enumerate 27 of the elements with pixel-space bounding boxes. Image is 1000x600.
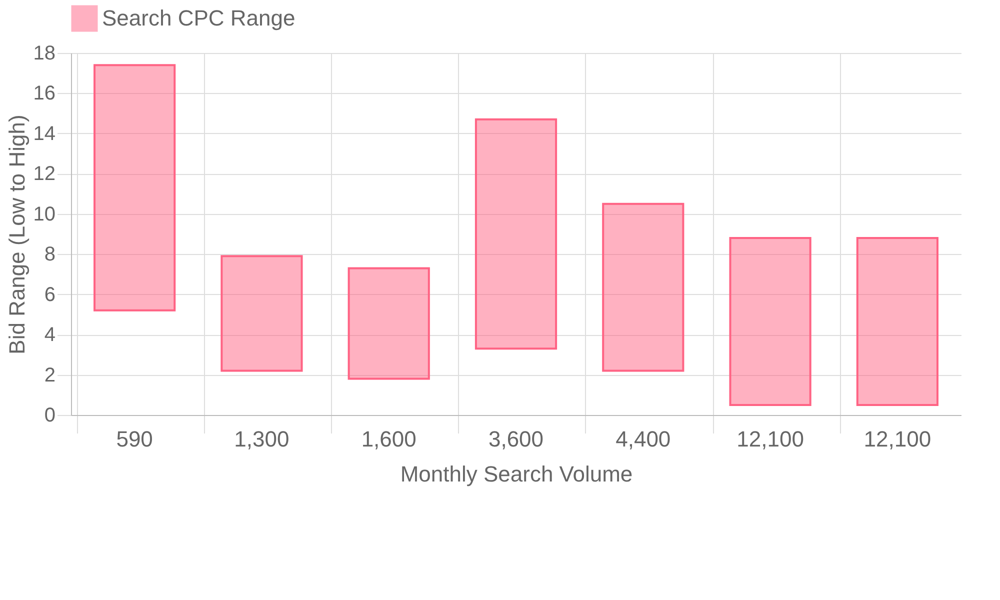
legend-label: Search CPC Range — [102, 6, 296, 30]
y-tick-label: 4 — [44, 324, 56, 346]
y-tick-label: 6 — [44, 284, 56, 306]
y-tick-label: 14 — [33, 122, 56, 145]
bar — [348, 267, 430, 380]
y-tick-label: 10 — [33, 203, 56, 226]
y-tick-label: 18 — [33, 42, 56, 64]
bar — [94, 64, 176, 312]
x-axis-title: Monthly Search Volume — [400, 462, 633, 486]
bar — [220, 255, 303, 372]
bar — [474, 118, 558, 350]
y-axis-title: Bid Range (Low to High) — [4, 114, 30, 354]
x-tick-label: 590 — [116, 426, 153, 452]
x-tick-label: 1,600 — [361, 426, 416, 452]
y-tick-label: 8 — [44, 244, 56, 266]
x-tick-label: 3,600 — [488, 426, 544, 452]
x-tick-label: 12,100 — [864, 426, 932, 452]
y-tick-label: 16 — [33, 82, 56, 105]
x-tick-label: 1,300 — [234, 426, 290, 452]
x-tick-label: 4,400 — [616, 426, 671, 452]
x-tick-label: 12,100 — [736, 426, 804, 452]
bar — [856, 237, 938, 406]
bar — [602, 202, 684, 372]
y-tick-label: 0 — [44, 404, 56, 426]
y-tick-label: 12 — [33, 163, 56, 186]
y-tick-label: 2 — [44, 364, 56, 386]
bar — [729, 237, 812, 406]
